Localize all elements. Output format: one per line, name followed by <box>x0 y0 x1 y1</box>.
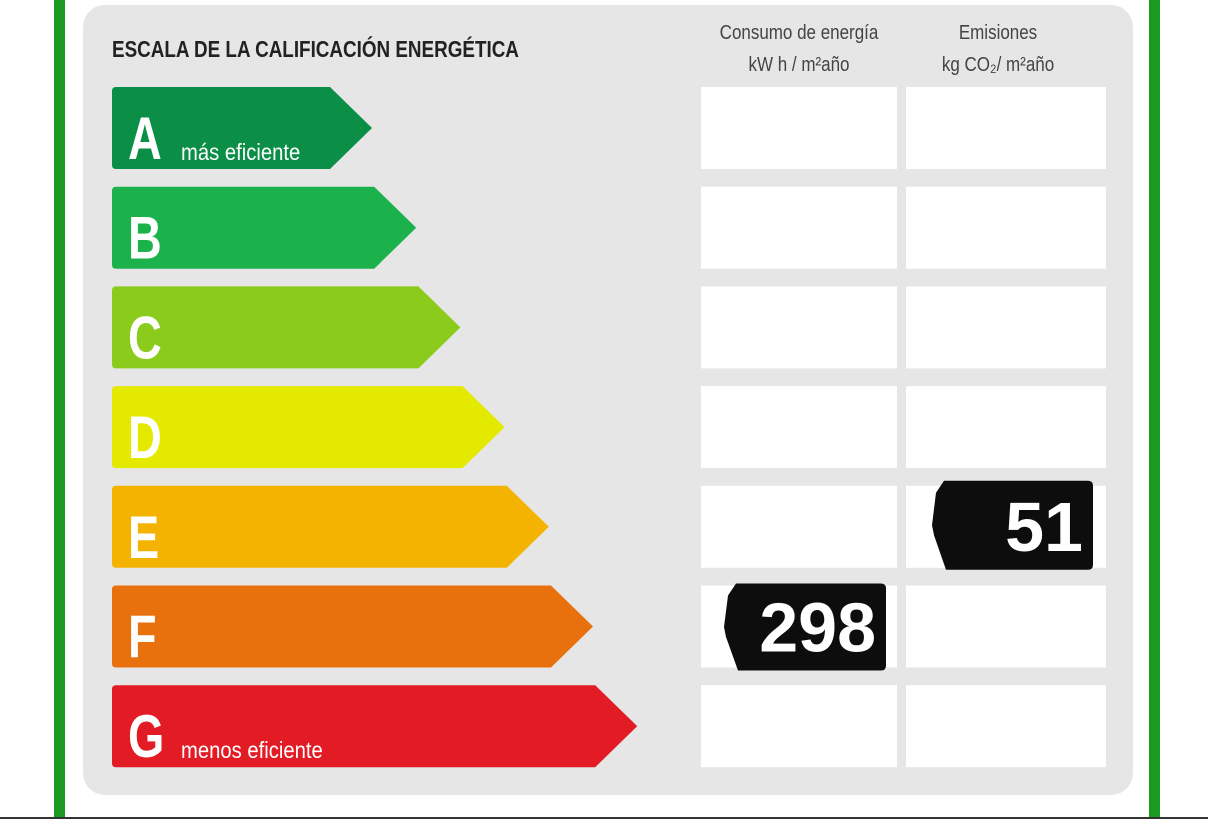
cell <box>701 186 897 269</box>
cell <box>701 485 897 568</box>
cell <box>701 87 897 169</box>
rating-note: más eficiente <box>181 139 300 166</box>
rating-arrow <box>112 186 417 269</box>
value-badge <box>724 583 886 671</box>
rating-letter: F <box>128 604 157 671</box>
bottom-line <box>0 817 1208 819</box>
value-badge <box>932 480 1093 570</box>
cell <box>906 286 1106 369</box>
rating-letter: B <box>128 205 162 272</box>
rating-note: menos eficiente <box>181 737 323 764</box>
cell <box>906 685 1106 768</box>
rating-arrow <box>112 87 372 169</box>
rating-arrow <box>112 386 505 469</box>
column-unit: kg CO₂/ m²año <box>942 53 1054 76</box>
column-name: Emisiones <box>959 21 1037 44</box>
value-label: 51 <box>1005 488 1083 566</box>
rating-arrow <box>112 685 638 768</box>
right-border <box>1149 0 1160 818</box>
value-label: 298 <box>759 589 876 667</box>
cell <box>906 585 1106 668</box>
rating-letter: A <box>128 105 162 172</box>
left-border <box>54 0 65 818</box>
rating-letter: E <box>128 504 159 571</box>
title: ESCALA DE LA CALIFICACIÓN ENERGÉTICA <box>112 36 519 62</box>
rating-letter: G <box>128 704 164 771</box>
cell <box>701 286 897 369</box>
cell <box>906 186 1106 269</box>
cell <box>701 386 897 469</box>
cell <box>701 685 897 768</box>
rating-letter: D <box>128 405 162 472</box>
column-unit: kW h / m²año <box>748 53 849 76</box>
cell <box>906 386 1106 469</box>
rating-arrow <box>112 286 461 369</box>
cell <box>906 87 1106 169</box>
column-name: Consumo de energía <box>720 21 879 44</box>
rating-arrow <box>112 485 549 568</box>
rating-arrow <box>112 585 593 668</box>
rating-letter: C <box>128 305 162 372</box>
